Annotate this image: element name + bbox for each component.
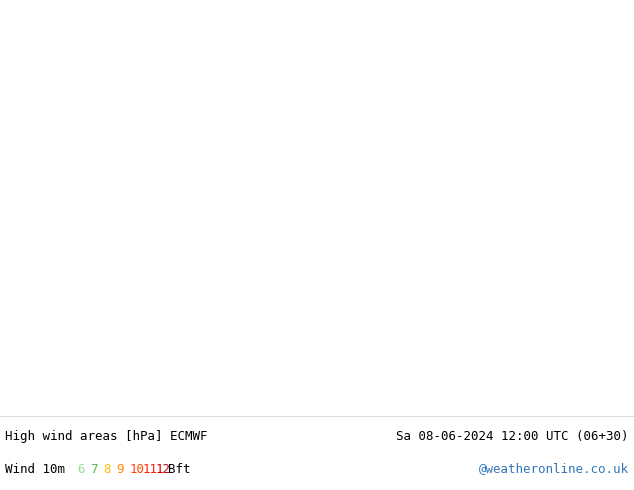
Text: Sa 08-06-2024 12:00 UTC (06+30): Sa 08-06-2024 12:00 UTC (06+30) — [396, 430, 629, 442]
Text: @weatheronline.co.uk: @weatheronline.co.uk — [479, 463, 629, 475]
Text: 10: 10 — [129, 463, 145, 475]
Text: 11: 11 — [143, 463, 157, 475]
Text: Bft: Bft — [168, 463, 191, 475]
Text: 6: 6 — [77, 463, 85, 475]
Text: High wind areas [hPa] ECMWF: High wind areas [hPa] ECMWF — [5, 430, 207, 442]
Text: 8: 8 — [103, 463, 111, 475]
Text: Wind 10m: Wind 10m — [5, 463, 65, 475]
Text: 9: 9 — [117, 463, 124, 475]
Text: 7: 7 — [91, 463, 98, 475]
Text: 12: 12 — [155, 463, 171, 475]
